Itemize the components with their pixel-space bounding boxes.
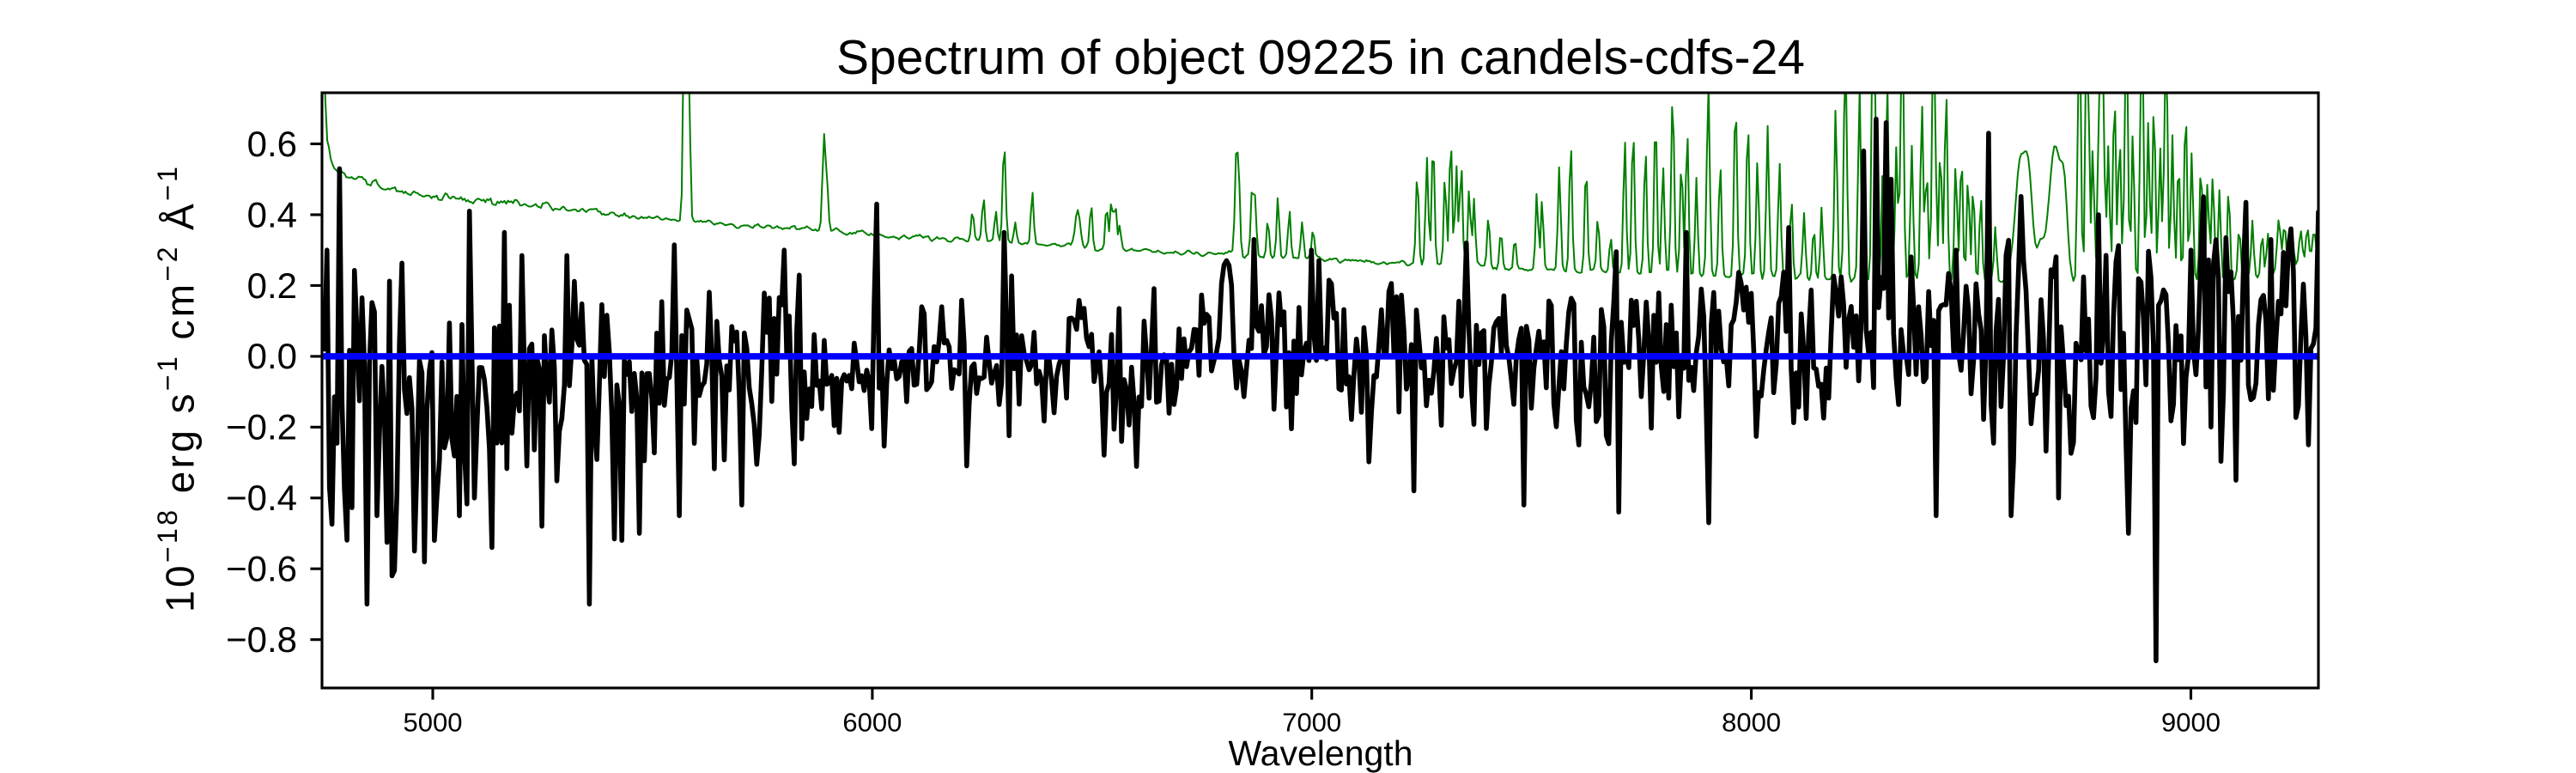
svg-text:7000: 7000 (1282, 708, 1341, 738)
svg-text:0.6: 0.6 (247, 124, 297, 164)
svg-text:Wavelength: Wavelength (1229, 733, 1413, 773)
svg-text:5000: 5000 (404, 708, 463, 738)
svg-text:0.4: 0.4 (247, 194, 297, 234)
svg-text:Spectrum of object 09225 in ca: Spectrum of object 09225 in candels-cdfs… (836, 30, 1805, 85)
svg-text:8000: 8000 (1722, 708, 1781, 738)
svg-text:9000: 9000 (2161, 708, 2221, 738)
svg-text:−0.8: −0.8 (226, 619, 297, 660)
svg-text:−0.6: −0.6 (226, 549, 297, 589)
svg-text:6000: 6000 (842, 708, 902, 738)
svg-text:0.2: 0.2 (247, 265, 297, 306)
svg-text:0.0: 0.0 (247, 336, 297, 376)
svg-text:−0.4: −0.4 (226, 478, 297, 518)
svg-text:−0.2: −0.2 (226, 407, 297, 447)
